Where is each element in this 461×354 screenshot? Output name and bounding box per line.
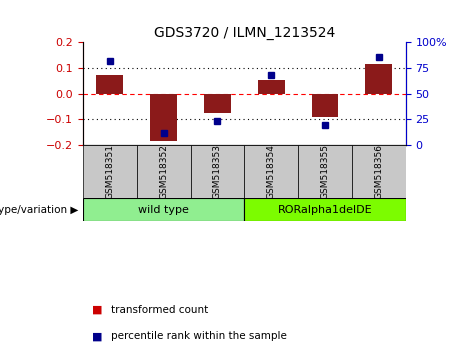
Text: transformed count: transformed count [111,305,208,315]
Bar [83,198,244,221]
Text: GSM518354: GSM518354 [267,144,276,199]
Text: GSM518355: GSM518355 [320,144,330,199]
Text: GSM518352: GSM518352 [159,144,168,199]
Bar [190,145,244,198]
Text: GSM518351: GSM518351 [106,144,114,199]
Bar [83,145,137,198]
Text: percentile rank within the sample: percentile rank within the sample [111,331,287,341]
Bar [150,94,177,141]
Text: ■: ■ [92,331,102,341]
Bar [365,64,392,94]
Text: RORalpha1delDE: RORalpha1delDE [278,205,372,215]
Bar [137,145,190,198]
Bar [298,145,352,198]
Text: ■: ■ [92,305,102,315]
Text: GSM518356: GSM518356 [374,144,383,199]
Bar [312,94,338,117]
Bar [244,198,406,221]
Text: genotype/variation ▶: genotype/variation ▶ [0,205,78,215]
Text: wild type: wild type [138,205,189,215]
Text: GSM518353: GSM518353 [213,144,222,199]
Bar [244,145,298,198]
Bar [96,75,123,94]
Bar [258,80,284,94]
Bar [352,145,406,198]
Title: GDS3720 / ILMN_1213524: GDS3720 / ILMN_1213524 [154,26,335,40]
Bar [204,94,231,113]
